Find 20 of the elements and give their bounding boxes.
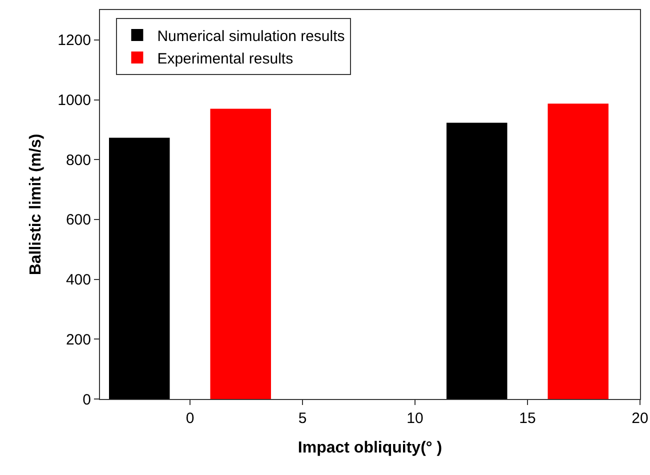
legend-label: Numerical simulation results bbox=[157, 28, 345, 45]
bar bbox=[109, 138, 170, 399]
bar bbox=[446, 122, 508, 399]
x-tick-label: 5 bbox=[298, 410, 307, 427]
y-tick-label: 600 bbox=[66, 212, 91, 229]
bar bbox=[548, 104, 608, 399]
x-tick-label: 20 bbox=[632, 410, 648, 427]
y-tick-label: 200 bbox=[66, 331, 91, 348]
bar bbox=[210, 108, 271, 399]
y-tick-label: 1000 bbox=[58, 92, 91, 110]
legend-label: Experimental results bbox=[157, 50, 294, 68]
x-tick-label: 10 bbox=[406, 410, 424, 427]
y-axis-title: Ballistic limit (m/s) bbox=[28, 134, 45, 276]
y-tick-label: 1200 bbox=[58, 32, 91, 50]
y-tick-label: 0 bbox=[82, 391, 91, 408]
y-tick-label: 800 bbox=[66, 152, 91, 169]
x-tick-label: 0 bbox=[186, 410, 194, 427]
y-tick-label: 400 bbox=[66, 272, 91, 289]
x-axis-title: Impact obliquity(° ) bbox=[298, 440, 442, 457]
x-tick-label: 15 bbox=[519, 410, 536, 427]
